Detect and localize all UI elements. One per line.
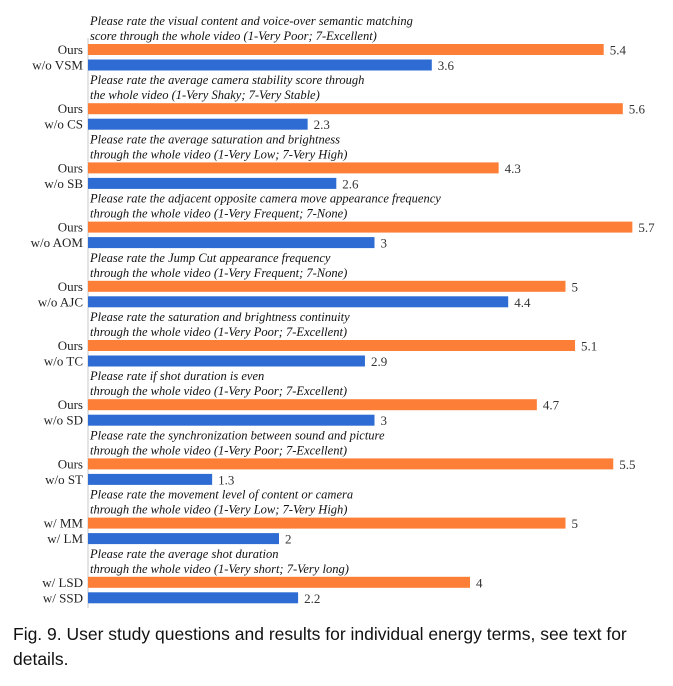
category-label: Ours [58,397,83,412]
data-label: 2.9 [371,354,387,369]
data-label: 5.5 [619,457,635,472]
question-text: Please rate the synchronization between … [89,428,385,442]
category-label: w/o AJC [38,294,83,309]
category-label: Ours [58,101,83,116]
question-text: through the whole video (1-Very Low; 7-V… [90,147,347,161]
bar-ours [88,44,604,55]
question-text: Please rate the movement level of conten… [89,488,353,502]
bar-baseline [88,355,365,367]
question-text: the whole video (1-Very Shaky; 7-Very St… [90,88,320,102]
question-text: Please rate the saturation and brightnes… [89,310,350,324]
data-label: 3 [381,236,388,251]
category-label: w/ MM [44,516,84,531]
question-text: Please rate the average shot duration [89,547,279,561]
question-text: Please rate the average camera stability… [89,73,364,87]
category-label: Ours [58,220,83,235]
data-label: 3 [381,413,388,428]
data-label: 4.4 [514,295,531,310]
data-label: 5.4 [610,43,627,58]
question-text: score through the whole video (1-Very Po… [90,29,377,43]
category-label: w/o SB [44,176,83,191]
question-text: through the whole video (1-Very Poor; 7-… [90,325,347,339]
data-label: 4 [476,575,483,590]
category-label: w/o CS [44,117,83,132]
bar-ours [88,458,614,470]
category-label: w/ LM [47,531,83,546]
data-label: 5.1 [581,339,597,354]
category-label: w/o VSM [32,58,83,73]
bar-ours [88,340,576,351]
question-text: Please rate if shot duration is even [89,369,264,383]
category-label: w/o TC [44,354,83,369]
bar-baseline [88,237,375,249]
bar-baseline [88,118,308,130]
category-label: w/ LSD [42,575,83,590]
question-text: through the whole video (1-Very Low; 7-V… [90,503,347,517]
data-label: 5.6 [629,102,646,117]
bar-baseline [88,177,337,189]
bar-ours [88,280,566,292]
bar-ours [88,162,499,174]
question-text: through the whole video (1-Very Frequent… [90,207,347,221]
data-label: 2.2 [304,591,320,606]
category-label: w/ SSD [43,590,83,605]
bar-baseline [88,592,299,604]
question-text: through the whole video (1-Very Poor; 7-… [90,384,347,398]
data-label: 1.3 [218,472,234,487]
category-label: Ours [58,456,83,471]
data-label: 4.3 [505,161,521,176]
bar-ours [88,517,566,529]
data-label: 4.7 [543,398,560,413]
question-text: Please rate the adjacent opposite camera… [89,192,441,206]
bar-baseline [88,59,432,71]
question-text: through the whole video (1-Very Poor; 7-… [90,443,347,457]
category-label: w/o AOM [31,235,84,250]
data-label: 3.6 [438,58,455,73]
figure-caption: Fig. 9. User study questions and results… [13,624,627,669]
bar-baseline [88,296,509,308]
bar-baseline [88,473,213,485]
question-text: Please rate the visual content and voice… [89,14,413,28]
question-text: through the whole video (1-Very Frequent… [90,266,347,280]
category-label: Ours [58,42,83,57]
bar-baseline [88,533,279,545]
question-text: through the whole video (1-Very short; 7… [90,562,349,576]
data-label: 5 [572,279,579,294]
data-label: 2 [285,532,292,547]
bar-ours [88,103,623,115]
data-label: 5 [572,516,579,531]
category-label: w/o ST [45,472,83,487]
bar-ours [88,399,537,411]
data-label: 2.6 [342,176,359,191]
bar-ours [88,221,633,233]
category-label: Ours [58,160,83,175]
category-label: Ours [58,338,83,353]
question-text: Please rate the average saturation and b… [89,132,340,146]
data-label: 2.3 [314,117,330,132]
question-text: Please rate the Jump Cut appearance freq… [89,251,331,265]
category-label: w/o SD [44,413,83,428]
bar-chart: Please rate the visual content and voice… [31,14,655,608]
data-label: 5.7 [638,220,655,235]
bar-ours [88,576,470,588]
bar-baseline [88,414,375,426]
category-label: Ours [58,279,83,294]
